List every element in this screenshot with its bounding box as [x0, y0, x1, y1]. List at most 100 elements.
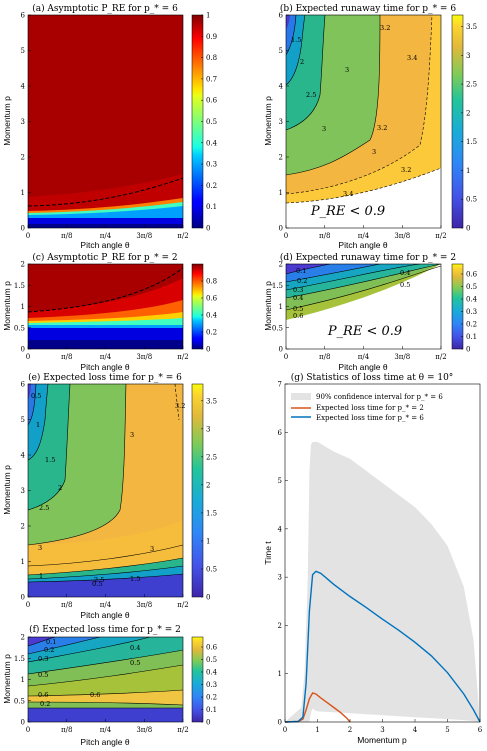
panel-c-darkblue-region — [28, 340, 183, 349]
colorbar-tick-label: 0 — [466, 346, 470, 354]
contour-label: 3.2 — [401, 166, 411, 174]
contour-label: 3 — [38, 544, 42, 552]
panel-f-contour-0.2 — [28, 637, 101, 655]
panel-d-colorbar-ticks: 0 0.1 0.2 0.3 0.4 0.5 0.6 — [461, 271, 478, 354]
panel-e-contour-labels: 0.5 1 1.5 2 2.5 2.5 3 3 3 3.2 0.5 1 1.5 — [31, 392, 185, 588]
panel-f-contour-0.6 — [28, 689, 183, 697]
panel-b-yticks: 0 1 2 3 4 5 6 — [279, 12, 289, 233]
panel-f-ylabel: Momentum p — [2, 654, 12, 704]
ytick-label: 1.5 — [14, 282, 25, 290]
panel-b-contour-1.5 — [286, 15, 297, 56]
panel-e-contour-3 — [28, 384, 127, 546]
panel-d-ylabel: Momentum p — [263, 281, 273, 331]
ytick-label: 1 — [278, 670, 282, 678]
colorbar-tick-label: 0.5 — [206, 565, 217, 573]
xtick-label: 3 — [380, 726, 384, 734]
panel-f-xticks: 0 π/8 π/4 3π/8 π/2 — [26, 719, 189, 734]
contour-label: 3.4 — [343, 190, 353, 198]
contour-label: 0.5 — [130, 659, 140, 667]
contour-label: 0.5 — [400, 281, 410, 289]
contour-label: 0.5 — [38, 671, 48, 679]
contour-label: 3 — [345, 66, 349, 74]
xtick-label: π/2 — [435, 353, 446, 361]
colorbar-tick-label: 0.8 — [206, 278, 217, 286]
colorbar-tick-label: 0.5 — [206, 118, 217, 126]
colorbar-tick-label: 3.5 — [206, 397, 217, 405]
xtick-label: π/2 — [177, 601, 188, 609]
ytick-label: 0.5 — [272, 324, 283, 332]
legend-band-swatch — [291, 393, 311, 400]
confidence-band — [285, 441, 480, 722]
colorbar-tick-label: 0.4 — [206, 312, 218, 320]
contour-label: 0.4 — [400, 269, 410, 277]
panel-d-xlabel: Pitch angle θ — [338, 362, 387, 372]
panel-f-band-0.2 — [28, 708, 183, 722]
panel-e-contour-2 — [28, 384, 49, 461]
panel-e: (e) Expected loss time for p_* = 6 — [2, 372, 217, 620]
ytick-label: 0 — [21, 594, 25, 602]
xtick-label: π/4 — [358, 232, 370, 240]
panel-f: (f) Expected loss time for p_* = 2 — [2, 624, 218, 747]
series-line-1 — [284, 692, 351, 723]
xtick-label: π/4 — [100, 232, 112, 240]
panel-f-contour-0.5 — [28, 664, 183, 687]
panel-f-colorbar-ticks: 0 0.1 0.2 0.3 0.4 0.5 0.6 — [201, 644, 218, 727]
panel-b-contour-2.5 — [286, 15, 326, 131]
ytick-label: 1.5 — [272, 282, 283, 290]
contour-label: 2 — [58, 484, 62, 492]
colorbar-tick-label: 1.5 — [466, 138, 477, 146]
panel-f-title: (f) Expected loss time for p_* = 2 — [29, 624, 181, 635]
panel-a-yticks: 0 1 2 3 4 5 6 — [21, 12, 31, 233]
ytick-label: 5 — [278, 477, 282, 485]
panel-e-band-0.5 — [28, 574, 183, 597]
panel-c-yticks: 0 0.5 1 1.5 2 — [14, 261, 31, 354]
contour-label: 2.5 — [39, 504, 49, 512]
xtick-label: 3π/8 — [394, 353, 410, 361]
colorbar-tick-label: 0.4 — [206, 669, 218, 677]
ytick-label: 1 — [21, 189, 25, 197]
ytick-label: 0 — [279, 225, 283, 233]
colorbar-tick-label: 0.2 — [466, 321, 477, 329]
panel-e-xlabel: Pitch angle θ — [80, 610, 129, 620]
colorbar-tick-label: 0.1 — [466, 333, 477, 341]
contour-label: 1.5 — [130, 575, 140, 583]
panel-e-colorbar — [191, 383, 204, 598]
contour-label: 1 — [36, 421, 40, 429]
panel-c-colorbar — [191, 263, 204, 350]
panel-a: (a) Asymptotic P_RE for p_* = 6 0123456 … — [2, 3, 218, 250]
contour-label: 0.2 — [297, 277, 307, 285]
panel-a-title: (a) Asymptotic P_RE for p_* = 6 — [32, 3, 178, 14]
ytick-label: 6 — [279, 12, 284, 20]
ytick-label: 0 — [279, 346, 283, 354]
ytick-label: 3 — [21, 487, 25, 495]
colorbar-tick-label: 0.6 — [466, 271, 478, 279]
colorbar-tick-label: 0.8 — [206, 54, 217, 62]
panel-a-xticks: 0 π/8 π/4 3π/8 π/2 — [26, 225, 189, 240]
panel-c-title: (c) Asymptotic P_RE for p_* = 2 — [32, 252, 177, 263]
colorbar-tick-label: 0 — [206, 719, 210, 727]
panel-f-contour-0.6-low — [28, 701, 183, 706]
panel-d-contour-0.3 — [286, 264, 421, 291]
ytick-label: 0.5 — [14, 697, 25, 705]
panel-a-contour-0.9 — [28, 177, 183, 207]
panel-f-contour-0.4 — [28, 649, 183, 675]
contour-label: 3.4 — [407, 54, 417, 62]
ytick-label: 1 — [279, 303, 283, 311]
contour-label: 0.4 — [293, 294, 303, 302]
contour-label: 3.2 — [175, 402, 185, 410]
ytick-label: 2 — [278, 622, 282, 630]
panel-f-colorbar — [191, 636, 204, 723]
panel-b-contour-3 — [286, 15, 381, 176]
contour-label: 0.5 — [92, 580, 102, 588]
contour-label: 3 — [372, 148, 376, 156]
panel-b-region-1.5 — [286, 15, 296, 55]
xtick-label: 0 — [26, 726, 30, 734]
xtick-label: 0 — [26, 353, 30, 361]
panel-b-contour-labels: 1.5 2 2.5 3 3 3 3.2 3.2 3.2 3.4 3.4 — [291, 24, 417, 198]
panel-c-xticks: 0 π/8 π/4 3π/8 π/2 — [26, 346, 189, 361]
ytick-label: 2 — [21, 154, 25, 162]
contour-label: 0.1 — [46, 638, 56, 646]
ytick-label: 5 — [279, 47, 283, 55]
contour-label: 1.5 — [45, 456, 55, 464]
